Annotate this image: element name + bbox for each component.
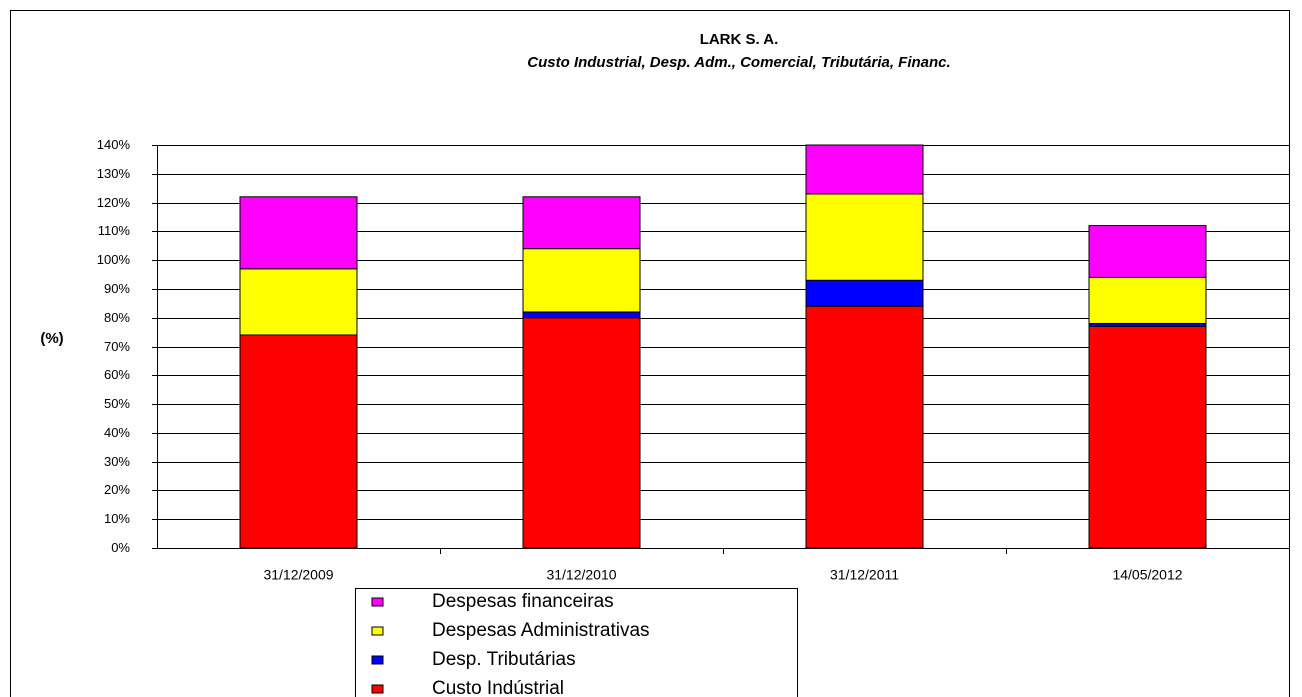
bar-segment xyxy=(1088,325,1207,549)
y-tick-label: 110% xyxy=(98,223,131,238)
bar-segment xyxy=(522,317,641,549)
y-tick-label: 80% xyxy=(104,310,130,325)
bar-segment xyxy=(805,144,924,195)
bar-segment xyxy=(522,196,641,250)
y-tick-label: 40% xyxy=(104,425,130,440)
legend-label: Custo Indústrial xyxy=(432,678,564,697)
y-tick-label: 120% xyxy=(97,195,131,210)
bar-segment xyxy=(805,305,924,549)
x-tick-label: 31/12/2009 xyxy=(263,567,333,583)
chart-title: LARK S. A. xyxy=(700,31,779,48)
y-tick-label: 140% xyxy=(97,137,131,152)
bar-segment xyxy=(522,311,641,319)
x-tick-label: 14/05/2012 xyxy=(1112,567,1182,583)
bar-segment xyxy=(805,279,924,307)
x-tick-label: 31/12/2011 xyxy=(830,567,899,583)
bar-segment xyxy=(239,268,358,336)
y-tick-label: 10% xyxy=(104,511,130,526)
legend-swatch xyxy=(371,655,384,665)
legend xyxy=(355,588,798,697)
legend-label: Desp. Tributárias xyxy=(432,649,576,670)
y-tick-label: 70% xyxy=(104,339,130,354)
y-tick-label: 130% xyxy=(97,166,131,181)
y-tick-label: 50% xyxy=(104,396,130,411)
x-tick-label: 31/12/2010 xyxy=(546,567,616,583)
legend-swatch xyxy=(371,626,384,636)
legend-swatch xyxy=(371,684,384,694)
chart-subtitle: Custo Industrial, Desp. Adm., Comercial,… xyxy=(527,54,950,71)
bar-segment xyxy=(522,248,641,313)
chart-border xyxy=(10,10,1290,697)
legend-swatch xyxy=(371,597,384,607)
y-tick-label: 20% xyxy=(104,482,130,497)
y-tick-label: 0% xyxy=(111,540,130,555)
bar-segment xyxy=(1088,276,1207,324)
bar-segment xyxy=(239,196,358,270)
bar-segment xyxy=(239,334,358,549)
y-axis-label: (%) xyxy=(40,330,63,347)
y-tick-label: 30% xyxy=(104,454,130,469)
bar-segment xyxy=(1088,225,1207,278)
y-tick-label: 60% xyxy=(104,367,130,382)
legend-label: Despesas Administrativas xyxy=(432,620,650,641)
y-tick-label: 100% xyxy=(97,252,131,267)
bar-segment xyxy=(805,193,924,281)
y-tick-label: 90% xyxy=(104,281,130,296)
legend-label: Despesas financeiras xyxy=(432,591,614,612)
